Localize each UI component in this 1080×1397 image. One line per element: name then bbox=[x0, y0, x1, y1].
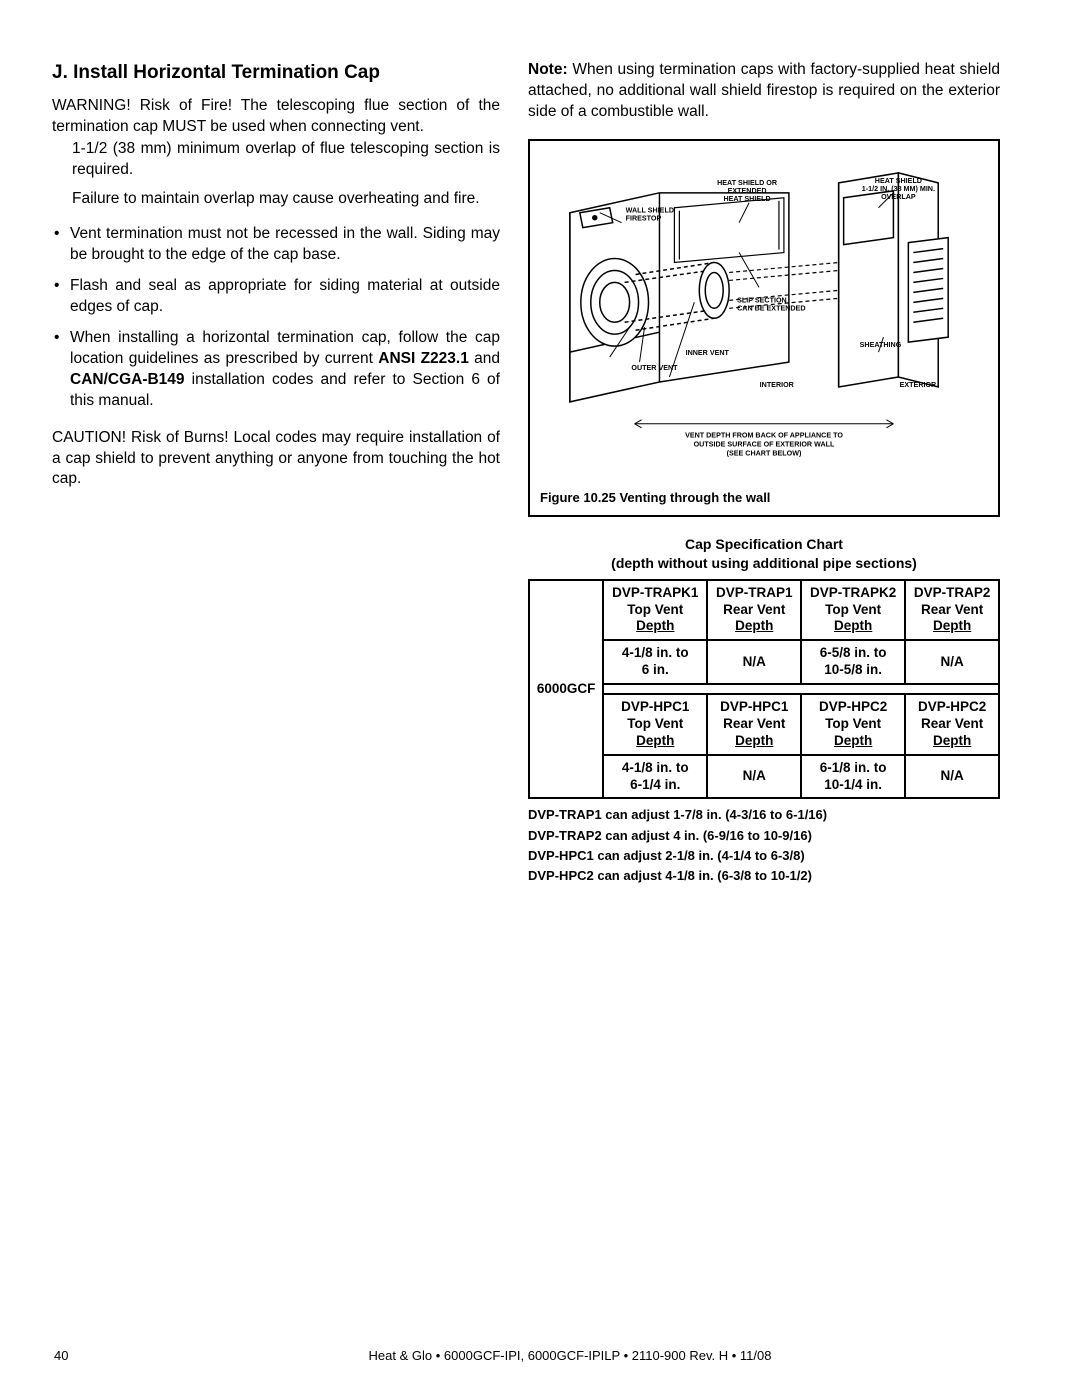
h2c3: DVP-HPC2Top VentDepth bbox=[801, 694, 905, 755]
indent-2: Failure to maintain overlap may cause ov… bbox=[72, 189, 500, 210]
svg-text:INNER VENT: INNER VENT bbox=[686, 349, 730, 357]
page-footer: 40 Heat & Glo • 6000GCF-IPI, 6000GCF-IPI… bbox=[0, 1348, 1080, 1363]
h1c1: DVP-TRAPK1Top VentDepth bbox=[603, 580, 707, 641]
left-column: J. Install Horizontal Termination Cap WA… bbox=[52, 60, 500, 886]
r2c2: N/A bbox=[707, 755, 801, 799]
svg-text:SHEATHING: SHEATHING bbox=[860, 341, 902, 349]
warning-text: WARNING! Risk of Fire! The telescoping ﬂ… bbox=[52, 96, 500, 138]
note-4: DVP-HPC2 can adjust 4-1/8 in. (6-3/8 to … bbox=[528, 866, 1000, 886]
r1c4: N/A bbox=[905, 640, 999, 684]
r1c2: N/A bbox=[707, 640, 801, 684]
h1c3: DVP-TRAPK2Top VentDepth bbox=[801, 580, 905, 641]
svg-text:VENT DEPTH FROM BACK OF APPLIA: VENT DEPTH FROM BACK OF APPLIANCE TOOUTS… bbox=[685, 431, 843, 457]
r1c3: 6-5/8 in. to10-5/8 in. bbox=[801, 640, 905, 684]
diagram: WALL SHIELDFIRESTOP HEAT SHIELD OREXTEND… bbox=[540, 153, 988, 482]
svg-text:OUTER VENT: OUTER VENT bbox=[631, 364, 678, 372]
svg-text:SLIP SECTIONCAN BE EXTENDED: SLIP SECTIONCAN BE EXTENDED bbox=[737, 296, 805, 312]
r2c3: 6-1/8 in. to10-1/4 in. bbox=[801, 755, 905, 799]
r2c4: N/A bbox=[905, 755, 999, 799]
figure-caption: Figure 10.25 Venting through the wall bbox=[540, 489, 988, 507]
r2c1: 4-1/8 in. to6-1/4 in. bbox=[603, 755, 707, 799]
h2c2: DVP-HPC1Rear VentDepth bbox=[707, 694, 801, 755]
bullet-2: Flash and seal as appropriate for siding… bbox=[52, 276, 500, 318]
spec-table: 6000GCF DVP-TRAPK1Top VentDepth DVP-TRAP… bbox=[528, 579, 1000, 800]
section-heading: J. Install Horizontal Termination Cap bbox=[52, 60, 500, 86]
model-cell: 6000GCF bbox=[529, 580, 603, 799]
chart-title: Cap Speciﬁcation Chart bbox=[528, 535, 1000, 554]
bullet-1: Vent termination must not be recessed in… bbox=[52, 224, 500, 266]
r1c1: 4-1/8 in. to6 in. bbox=[603, 640, 707, 684]
right-column: Note: When using termination caps with f… bbox=[528, 60, 1000, 886]
page-number: 40 bbox=[54, 1348, 114, 1363]
svg-text:EXTERIOR: EXTERIOR bbox=[900, 381, 937, 389]
caution-text: CAUTION! Risk of Burns! Local codes may … bbox=[52, 428, 500, 491]
svg-text:INTERIOR: INTERIOR bbox=[760, 381, 795, 389]
h2c1: DVP-HPC1Top VentDepth bbox=[603, 694, 707, 755]
note-3: DVP-HPC1 can adjust 2-1/8 in. (4-1/4 to … bbox=[528, 846, 1000, 866]
note-1: DVP-TRAP1 can adjust 1-7/8 in. (4-3/16 t… bbox=[528, 805, 1000, 825]
figure-box: WALL SHIELDFIRESTOP HEAT SHIELD OREXTEND… bbox=[528, 139, 1000, 517]
note-2: DVP-TRAP2 can adjust 4 in. (6-9/16 to 10… bbox=[528, 826, 1000, 846]
h2c4: DVP-HPC2Rear VentDepth bbox=[905, 694, 999, 755]
footer-text: Heat & Glo • 6000GCF-IPI, 6000GCF-IPILP … bbox=[114, 1348, 1026, 1363]
h1c2: DVP-TRAP1Rear VentDepth bbox=[707, 580, 801, 641]
svg-text:HEAT SHIELD OREXTENDEDHEAT SHI: HEAT SHIELD OREXTENDEDHEAT SHIELD bbox=[717, 179, 778, 203]
indent-1: 1-1/2 (38 mm) minimum overlap of ﬂue tel… bbox=[72, 139, 500, 181]
note-paragraph: Note: When using termination caps with f… bbox=[528, 60, 1000, 123]
bullet-3: When installing a horizontal termination… bbox=[52, 328, 500, 412]
bullet-list: Vent termination must not be recessed in… bbox=[52, 224, 500, 411]
h1c4: DVP-TRAP2Rear VentDepth bbox=[905, 580, 999, 641]
chart-subtitle: (depth without using additional pipe sec… bbox=[528, 554, 1000, 573]
table-notes: DVP-TRAP1 can adjust 1-7/8 in. (4-3/16 t… bbox=[528, 805, 1000, 886]
